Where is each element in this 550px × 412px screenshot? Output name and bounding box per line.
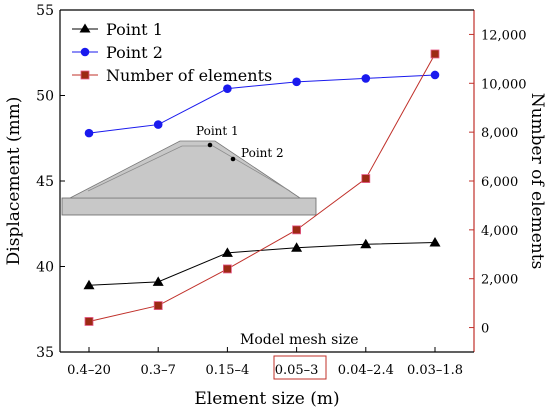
legend-label-elements: Number of elements — [106, 66, 272, 85]
data-point-number-of-elements — [84, 317, 94, 326]
x-axis-tick-label: 0.15–4 — [206, 363, 250, 378]
inset-dam-body — [69, 140, 302, 199]
data-point-point-1 — [152, 276, 164, 286]
x-axis-tick-label: 0.04–2.4 — [338, 363, 394, 378]
inset-point-2-marker — [230, 156, 236, 162]
legend-marker-elements — [80, 70, 90, 80]
series-layer — [83, 49, 441, 326]
left-axis-tick-label: 35 — [36, 345, 54, 361]
right-axis-tick-label: 10,000 — [481, 77, 527, 92]
x-axis-tick-label: 0.05–3 — [275, 363, 319, 378]
right-axis-tick-label: 0 — [481, 322, 489, 337]
highlight-box — [273, 355, 327, 380]
series-line-point-1 — [88, 242, 436, 286]
legend-marker-point-1 — [79, 23, 91, 33]
inset-point-2-label: Point 2 — [241, 146, 284, 160]
inset-dam-outline — [87, 145, 291, 192]
data-point-point-1 — [291, 242, 303, 252]
data-point-number-of-elements — [222, 264, 232, 274]
x-axis-tick-label: 0.4–20 — [67, 363, 111, 378]
legend: Point 1 Point 2 Number of elements — [72, 20, 272, 85]
left-axis-tick-label: 50 — [36, 89, 54, 105]
series-line-point-2 — [88, 74, 436, 134]
legend-label-point-1: Point 1 — [106, 20, 163, 39]
data-point-point-2 — [153, 120, 163, 129]
x-axis-title: Element size (m) — [194, 389, 339, 409]
right-axis-tick-label: 12,000 — [481, 28, 527, 43]
left-axis-title: Displacement (mm) — [4, 97, 24, 266]
data-point-point-2 — [223, 84, 232, 93]
left-axis-tick-label: 40 — [36, 260, 54, 276]
annotation-model-mesh-size: Model mesh size — [240, 332, 358, 348]
data-point-point-1 — [83, 279, 95, 290]
right-axis-tick-label: 8,000 — [481, 126, 518, 141]
data-point-point-2 — [361, 74, 371, 83]
data-point-point-1 — [429, 237, 441, 247]
series-line-number-of-elements — [88, 53, 436, 322]
x-axis-tick-label: 0.3–7 — [140, 363, 175, 378]
left-axis-tick-label: 55 — [36, 3, 54, 19]
x-axis-ticks: 0.4–20 0.3–7 0.15–4 0.05–3 0.04–2.4 0.03–1.8 — [67, 347, 463, 378]
inset-diagram: Point 1 Point 2 — [61, 124, 317, 216]
legend-marker-point-2 — [80, 47, 90, 57]
data-point-point-1 — [360, 238, 372, 249]
legend-label-point-2: Point 2 — [106, 43, 163, 62]
right-axis-tick-label: 2,000 — [481, 273, 518, 288]
inset-foundation — [61, 197, 317, 216]
data-point-point-1 — [221, 247, 233, 257]
data-point-number-of-elements — [430, 49, 440, 59]
left-axis-tick-label: 45 — [36, 174, 54, 190]
inset-point-1-label: Point 1 — [196, 124, 239, 138]
right-axis-ticks: 0 2,000 4,000 6,000 8,000 10,000 12,000 — [469, 28, 527, 337]
data-point-point-2 — [292, 77, 301, 87]
data-point-number-of-elements — [292, 225, 302, 235]
right-axis-tick-label: 6,000 — [481, 175, 518, 190]
data-point-number-of-elements — [153, 301, 163, 310]
data-point-point-2 — [430, 70, 440, 80]
right-axis-tick-label: 4,000 — [481, 224, 518, 239]
left-axis-ticks: 35 40 45 50 55 — [36, 3, 65, 361]
data-point-number-of-elements — [361, 174, 371, 183]
x-axis-tick-label: 0.03–1.8 — [407, 363, 463, 378]
inset-point-1-marker — [207, 142, 213, 148]
right-axis-title: Number of elements — [527, 93, 547, 270]
data-point-point-2 — [84, 128, 94, 138]
